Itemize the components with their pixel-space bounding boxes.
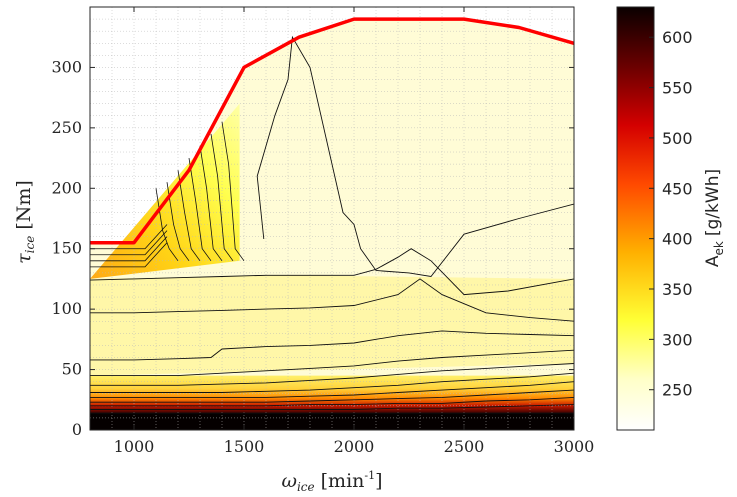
x-tick-label: 1000: [114, 437, 155, 456]
max-torque-line: [90, 17, 574, 245]
colorbar-ticks: 250 300 350 400 450 500 550 600: [649, 28, 693, 400]
colorbar-label-sub: ek: [712, 241, 726, 255]
x-axis-ticks: 1000 1500 2000 2500 3000: [114, 7, 595, 456]
contour-line: [90, 372, 574, 393]
colorbar: 250 300 350 400 450 500 550 600 Aek [g/kWh]: [616, 6, 726, 431]
colorbar-tick-label: 350: [662, 280, 693, 299]
y-axis-subscript: ice: [23, 236, 37, 254]
y-tick-label: 300: [51, 57, 82, 76]
x-axis-symbol: ω: [281, 470, 297, 492]
x-axis-unit: [min: [321, 470, 365, 492]
contour-line: [90, 278, 574, 322]
colorbar-tick-label: 600: [662, 28, 693, 47]
colorbar-tick-label: 250: [662, 381, 693, 400]
contour-line: [90, 349, 574, 377]
contour-line: [221, 121, 245, 262]
colorbar-tick-label: 400: [662, 230, 693, 249]
contour-line: [256, 35, 574, 277]
colorbar-tick-label: 500: [662, 129, 693, 148]
colorbar-label-unit: [g/kWh]: [703, 169, 723, 236]
y-tick-label: 150: [51, 239, 82, 258]
x-axis-label: ωice [min-1]: [281, 469, 382, 494]
x-axis-subscript: ice: [297, 480, 315, 494]
contour-line: [90, 248, 574, 296]
contour-line: [90, 404, 574, 410]
plot-area: [90, 7, 574, 430]
contour-line: [177, 170, 201, 262]
x-tick-label: 2000: [334, 437, 375, 456]
contour-line: [90, 389, 574, 403]
colorbar-tick-label: 300: [662, 330, 693, 349]
contour-line: [188, 158, 212, 262]
contour-line: [166, 182, 190, 262]
x-tick-label: 1500: [224, 437, 265, 456]
x-axis-unit-close: ]: [375, 470, 382, 492]
y-axis-unit: [Nm]: [13, 180, 35, 229]
y-tick-label: 200: [51, 178, 82, 197]
contour-line: [210, 133, 234, 262]
x-tick-label: 3000: [554, 437, 595, 456]
plot-frame: [89, 6, 575, 431]
y-tick-label: 0: [72, 420, 82, 439]
contour-line: [90, 381, 574, 398]
contour-line: [90, 224, 168, 250]
x-axis-unit-exponent: -1: [364, 469, 375, 482]
y-tick-label: 250: [51, 118, 82, 137]
contour-line: [90, 236, 168, 262]
contour-lines: [90, 35, 574, 414]
colorbar-label-main: A: [703, 255, 723, 267]
y-tick-label: 100: [51, 299, 82, 318]
y-axis-label: τice [Nm]: [13, 180, 37, 264]
y-axis-ticks: 0 50 100 150 200 250 300: [51, 57, 574, 439]
contour-line: [199, 145, 223, 262]
colorbar-label: Aek [g/kWh]: [703, 169, 726, 267]
y-tick-label: 50: [62, 360, 82, 379]
x-tick-label: 2500: [444, 437, 485, 456]
contour-line: [90, 242, 168, 268]
contour-line: [90, 396, 574, 407]
colorbar-bar: [616, 6, 655, 431]
y-axis-symbol: τ: [13, 253, 35, 264]
contour-line: [90, 363, 574, 386]
colorbar-tick-label: 550: [662, 79, 693, 98]
colorbar-tick-label: 450: [662, 179, 693, 198]
contour-line: [90, 230, 168, 256]
contour-line: [90, 330, 574, 361]
